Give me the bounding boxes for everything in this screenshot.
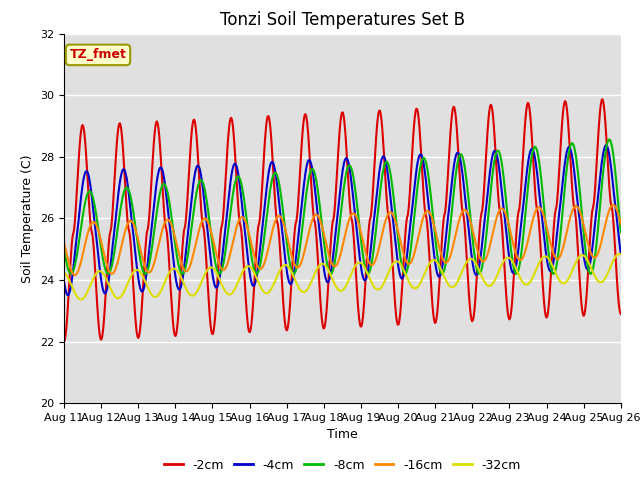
Line: -4cm: -4cm bbox=[64, 145, 621, 295]
-32cm bbox=[214, 273, 222, 279]
-8cm bbox=[128, 202, 136, 207]
Line: -32cm: -32cm bbox=[64, 254, 621, 300]
Line: -16cm: -16cm bbox=[64, 205, 621, 275]
Line: -8cm: -8cm bbox=[64, 140, 621, 274]
-8cm bbox=[185, 247, 193, 252]
-32cm bbox=[77, 297, 85, 302]
-16cm bbox=[128, 219, 136, 225]
-32cm bbox=[70, 288, 78, 294]
-4cm bbox=[128, 222, 136, 228]
-16cm bbox=[609, 202, 617, 208]
-4cm bbox=[64, 292, 72, 298]
Title: Tonzi Soil Temperatures Set B: Tonzi Soil Temperatures Set B bbox=[220, 11, 465, 29]
-16cm bbox=[60, 240, 68, 245]
-2cm bbox=[184, 188, 192, 193]
-8cm bbox=[60, 246, 68, 252]
-8cm bbox=[67, 271, 75, 276]
-2cm bbox=[598, 96, 606, 102]
-8cm bbox=[428, 195, 435, 201]
-8cm bbox=[411, 209, 419, 215]
Text: TZ_fmet: TZ_fmet bbox=[70, 48, 127, 61]
Legend: -2cm, -4cm, -8cm, -16cm, -32cm: -2cm, -4cm, -8cm, -16cm, -32cm bbox=[159, 454, 526, 477]
-32cm bbox=[428, 259, 435, 264]
-4cm bbox=[617, 251, 625, 257]
-2cm bbox=[617, 311, 625, 317]
-32cm bbox=[60, 270, 68, 276]
-4cm bbox=[71, 252, 79, 257]
Line: -2cm: -2cm bbox=[64, 99, 621, 342]
-16cm bbox=[185, 266, 193, 272]
-8cm bbox=[605, 137, 613, 143]
-32cm bbox=[128, 271, 136, 277]
-8cm bbox=[214, 270, 222, 276]
-16cm bbox=[428, 213, 435, 218]
-4cm bbox=[602, 143, 610, 148]
-8cm bbox=[617, 229, 625, 235]
-8cm bbox=[71, 263, 79, 268]
-2cm bbox=[127, 251, 135, 256]
-2cm bbox=[426, 269, 434, 275]
Y-axis label: Soil Temperature (C): Soil Temperature (C) bbox=[22, 154, 35, 283]
-2cm bbox=[214, 280, 221, 286]
-4cm bbox=[185, 224, 193, 229]
-16cm bbox=[71, 272, 79, 278]
-4cm bbox=[60, 278, 68, 284]
-4cm bbox=[428, 224, 435, 229]
-2cm bbox=[70, 227, 78, 232]
X-axis label: Time: Time bbox=[327, 429, 358, 442]
-32cm bbox=[185, 290, 193, 296]
-32cm bbox=[616, 251, 623, 257]
-16cm bbox=[411, 249, 419, 254]
-16cm bbox=[70, 272, 78, 278]
-16cm bbox=[214, 258, 222, 264]
-16cm bbox=[617, 221, 625, 227]
-32cm bbox=[411, 286, 419, 291]
-32cm bbox=[617, 252, 625, 257]
-2cm bbox=[410, 122, 418, 128]
-4cm bbox=[214, 282, 222, 288]
-4cm bbox=[411, 180, 419, 186]
-2cm bbox=[60, 339, 68, 345]
